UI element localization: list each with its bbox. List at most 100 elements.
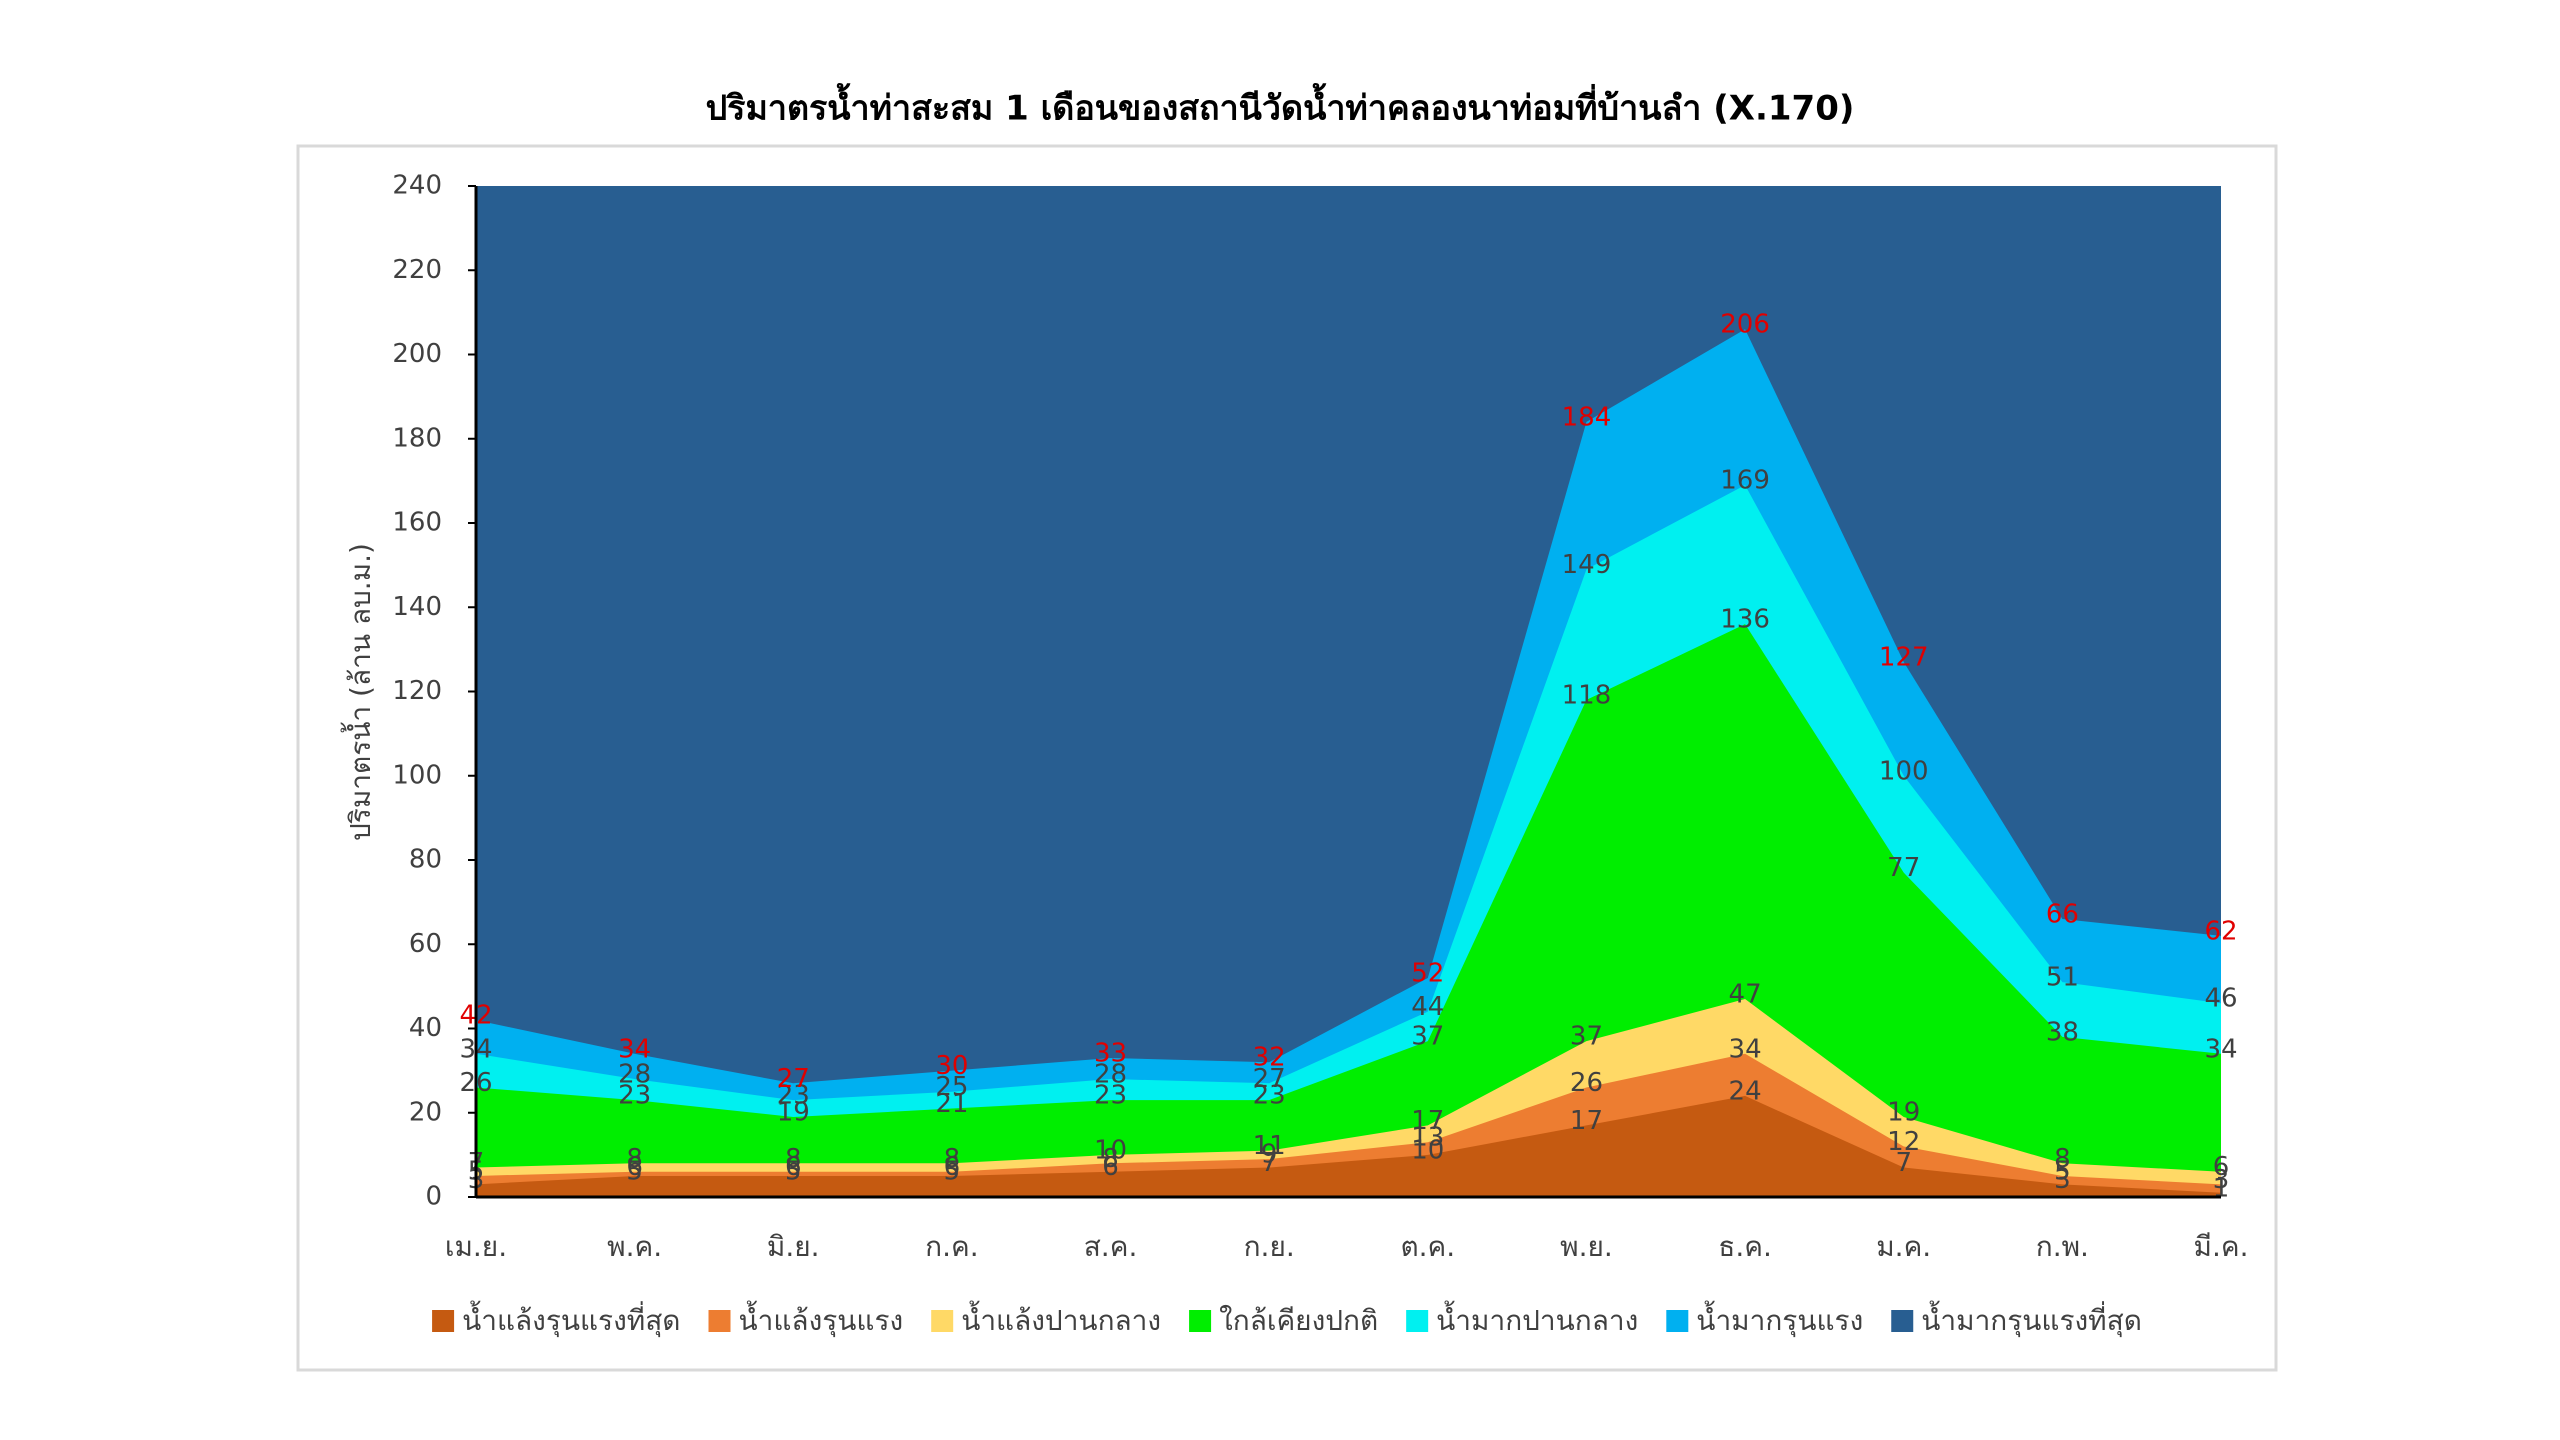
data-label: 17	[1570, 1106, 1603, 1136]
y-tick-label: 140	[392, 592, 442, 622]
data-label: 5	[626, 1156, 643, 1186]
data-label: 7	[1895, 1148, 1912, 1178]
data-label: 136	[1720, 605, 1770, 635]
y-tick-label: 220	[392, 255, 442, 285]
data-label: 6	[2213, 1152, 2230, 1182]
data-label: 5	[2054, 1156, 2071, 1186]
data-label: 37	[1570, 1022, 1603, 1052]
data-label: 51	[2046, 963, 2079, 993]
y-tick-label: 120	[392, 676, 442, 706]
data-label: 19	[1887, 1097, 1920, 1127]
y-tick-label: 80	[409, 845, 442, 875]
data-label: 24	[1729, 1076, 1762, 1106]
legend-swatch	[432, 1310, 455, 1332]
data-label: 5	[944, 1156, 961, 1186]
data-label: 44	[1411, 992, 1444, 1022]
data-label: 6	[785, 1152, 802, 1182]
data-label: 23	[1253, 1081, 1286, 1111]
legend-label: น้ำแล้งรุนแรง	[739, 1300, 904, 1338]
data-label: 37	[1411, 1022, 1444, 1052]
legend-swatch	[1891, 1310, 1914, 1332]
data-label: 6	[626, 1152, 643, 1182]
data-label: 9	[1261, 1140, 1278, 1170]
legend-swatch	[1189, 1310, 1212, 1332]
legend-label: น้ำมากรุนแรง	[1696, 1300, 1863, 1338]
legend-label: น้ำแล้งรุนแรงที่สุด	[462, 1300, 680, 1338]
y-tick-label: 100	[392, 760, 442, 790]
y-tick-label: 0	[425, 1182, 442, 1212]
data-label: 3	[2054, 1165, 2071, 1195]
data-label: 34	[1729, 1034, 1762, 1064]
x-tick-label: พ.ย.	[1560, 1230, 1613, 1263]
data-label: 12	[1887, 1127, 1920, 1157]
data-label: 6	[944, 1152, 961, 1182]
x-tick-label: ธ.ค.	[1718, 1230, 1772, 1263]
legend-swatch	[931, 1310, 954, 1332]
data-label: 46	[2204, 984, 2237, 1014]
data-label: 38	[2046, 1017, 2079, 1047]
data-label: 28	[1094, 1060, 1127, 1090]
data-label: 8	[626, 1144, 643, 1174]
chart-title: ปริมาตรน้ำท่าสะสม 1 เดือนของสถานีวัดน้ำท…	[706, 83, 1855, 129]
x-tick-label: ส.ค.	[1084, 1230, 1138, 1263]
data-label: 206	[1720, 310, 1770, 340]
legend-label: น้ำมากรุนแรงที่สุด	[1921, 1300, 2142, 1338]
y-tick-label: 160	[392, 508, 442, 538]
data-label: 7	[1261, 1148, 1278, 1178]
data-label: 47	[1729, 980, 1762, 1010]
x-tick-label: ต.ค.	[1400, 1230, 1455, 1263]
legend-label: น้ำแล้งปานกลาง	[961, 1300, 1161, 1337]
y-tick-label: 240	[392, 171, 442, 201]
data-label: 33	[1094, 1038, 1127, 1068]
legend-label: ใกล้เคียงปกติ	[1219, 1304, 1378, 1337]
data-label: 8	[944, 1144, 961, 1174]
y-tick-label: 60	[409, 929, 442, 959]
y-tick-label: 180	[392, 423, 442, 453]
data-label: 30	[935, 1051, 968, 1081]
data-label: 10	[1411, 1135, 1444, 1165]
x-tick-label: เม.ย.	[445, 1230, 507, 1263]
data-label: 32	[1253, 1043, 1286, 1073]
data-label: 34	[618, 1034, 651, 1064]
data-label: 25	[935, 1072, 968, 1102]
data-label: 26	[1570, 1068, 1603, 1098]
x-tick-label: ก.ย.	[1244, 1230, 1295, 1263]
data-label: 27	[777, 1064, 810, 1094]
data-label: 62	[2204, 916, 2237, 946]
data-label: 17	[1411, 1106, 1444, 1136]
data-label: 3	[2213, 1165, 2230, 1195]
data-label: 34	[2204, 1034, 2237, 1064]
area	[476, 1095, 2221, 1197]
data-label: 11	[1253, 1131, 1286, 1161]
x-tick-label: ก.พ.	[2036, 1230, 2089, 1263]
data-label: 23	[777, 1081, 810, 1111]
y-tick-label: 40	[409, 1013, 442, 1043]
data-label: 13	[1411, 1123, 1444, 1153]
data-label: 8	[1102, 1144, 1119, 1174]
data-label: 23	[1094, 1081, 1127, 1111]
data-label: 6	[1102, 1152, 1119, 1182]
data-label: 27	[1253, 1064, 1286, 1094]
legend-swatch	[1666, 1310, 1689, 1332]
data-label: 169	[1720, 466, 1770, 496]
data-label: 149	[1562, 550, 1612, 580]
x-tick-label: พ.ค.	[607, 1230, 662, 1263]
y-axis-title: ปริมาตรน้ำ (ล้าน ลบ.ม.)	[340, 543, 377, 841]
x-tick-label: มี.ค.	[2194, 1230, 2249, 1263]
data-label: 52	[1411, 958, 1444, 988]
legend: น้ำแล้งรุนแรงที่สุด น้ำแล้งรุนแรง น้ำแล้งป…	[432, 1300, 2142, 1338]
legend-swatch	[708, 1310, 731, 1332]
data-label: 184	[1562, 402, 1612, 432]
data-label: 5	[785, 1156, 802, 1186]
data-label: 8	[785, 1144, 802, 1174]
data-label: 118	[1562, 680, 1612, 710]
data-label: 77	[1887, 853, 1920, 883]
data-label: 127	[1879, 643, 1929, 673]
data-label: 21	[935, 1089, 968, 1119]
data-label: 19	[777, 1097, 810, 1127]
data-label: 10	[1094, 1135, 1127, 1165]
data-label: 28	[618, 1060, 651, 1090]
y-tick-label: 200	[392, 339, 442, 369]
